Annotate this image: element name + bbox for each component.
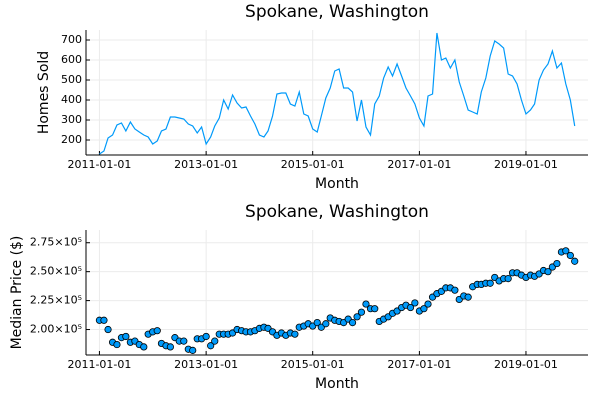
data-point: [504, 275, 512, 283]
data-point: [562, 247, 570, 255]
x-tick-label: 2015-01-01: [281, 358, 345, 371]
y-tick-label: 600: [61, 53, 82, 66]
y-tick-label: 200: [61, 133, 82, 146]
x-tick-label: 2013-01-01: [174, 158, 238, 171]
data-point: [411, 299, 419, 307]
data-point: [100, 316, 108, 324]
y-axis-label: Median Price ($): [9, 236, 25, 350]
chart-title: Spokane, Washington: [245, 202, 429, 222]
x-tick-label: 2017-01-01: [387, 158, 451, 171]
data-point: [451, 286, 459, 294]
y-tick-label: 500: [61, 73, 82, 86]
y-axis-label: Homes Sold: [36, 51, 52, 134]
data-point: [486, 279, 494, 287]
data-point: [571, 257, 579, 265]
data-point: [420, 305, 428, 313]
data-point: [104, 325, 112, 334]
data-point: [348, 318, 357, 327]
data-point: [424, 300, 432, 308]
data-point: [180, 337, 188, 345]
data-point: [166, 343, 174, 351]
data-point: [322, 320, 330, 328]
data-line: [99, 32, 576, 155]
y-tick-label: 2.00×10⁵: [30, 323, 82, 336]
data-point: [544, 268, 552, 276]
y-tick-label: 2.75×10⁵: [30, 236, 82, 249]
data-point: [140, 343, 148, 351]
x-axis-label: Month: [315, 176, 359, 192]
data-point: [362, 300, 370, 308]
data-point: [566, 251, 574, 260]
x-tick-label: 2013-01-01: [174, 358, 238, 371]
data-point: [357, 308, 366, 316]
x-axis-label: Month: [315, 376, 359, 392]
x-tick-label: 2019-01-01: [494, 358, 558, 371]
data-point: [313, 318, 321, 327]
y-tick-label: 400: [61, 93, 82, 106]
data-point: [189, 346, 197, 354]
y-tick-label: 300: [61, 113, 82, 126]
x-tick-label: 2019-01-01: [494, 158, 558, 171]
data-point: [553, 259, 561, 268]
x-tick-label: 2015-01-01: [281, 158, 345, 171]
y-tick-label: 2.25×10⁵: [30, 294, 82, 307]
data-point: [291, 330, 299, 338]
chart-title: Spokane, Washington: [245, 2, 429, 22]
data-point: [211, 337, 219, 345]
data-point: [371, 305, 379, 313]
y-tick-label: 2.50×10⁵: [30, 265, 82, 278]
x-tick-label: 2017-01-01: [387, 358, 451, 371]
data-point: [464, 293, 472, 301]
data-point: [406, 303, 415, 312]
x-tick-label: 2011-01-01: [67, 158, 131, 171]
data-point: [122, 332, 130, 341]
data-point: [353, 313, 361, 321]
data-point: [202, 332, 210, 341]
y-tick-label: 700: [61, 33, 82, 46]
data-point: [207, 342, 215, 350]
x-tick-label: 2011-01-01: [67, 358, 131, 371]
data-point: [153, 327, 161, 335]
data-point: [113, 340, 121, 349]
